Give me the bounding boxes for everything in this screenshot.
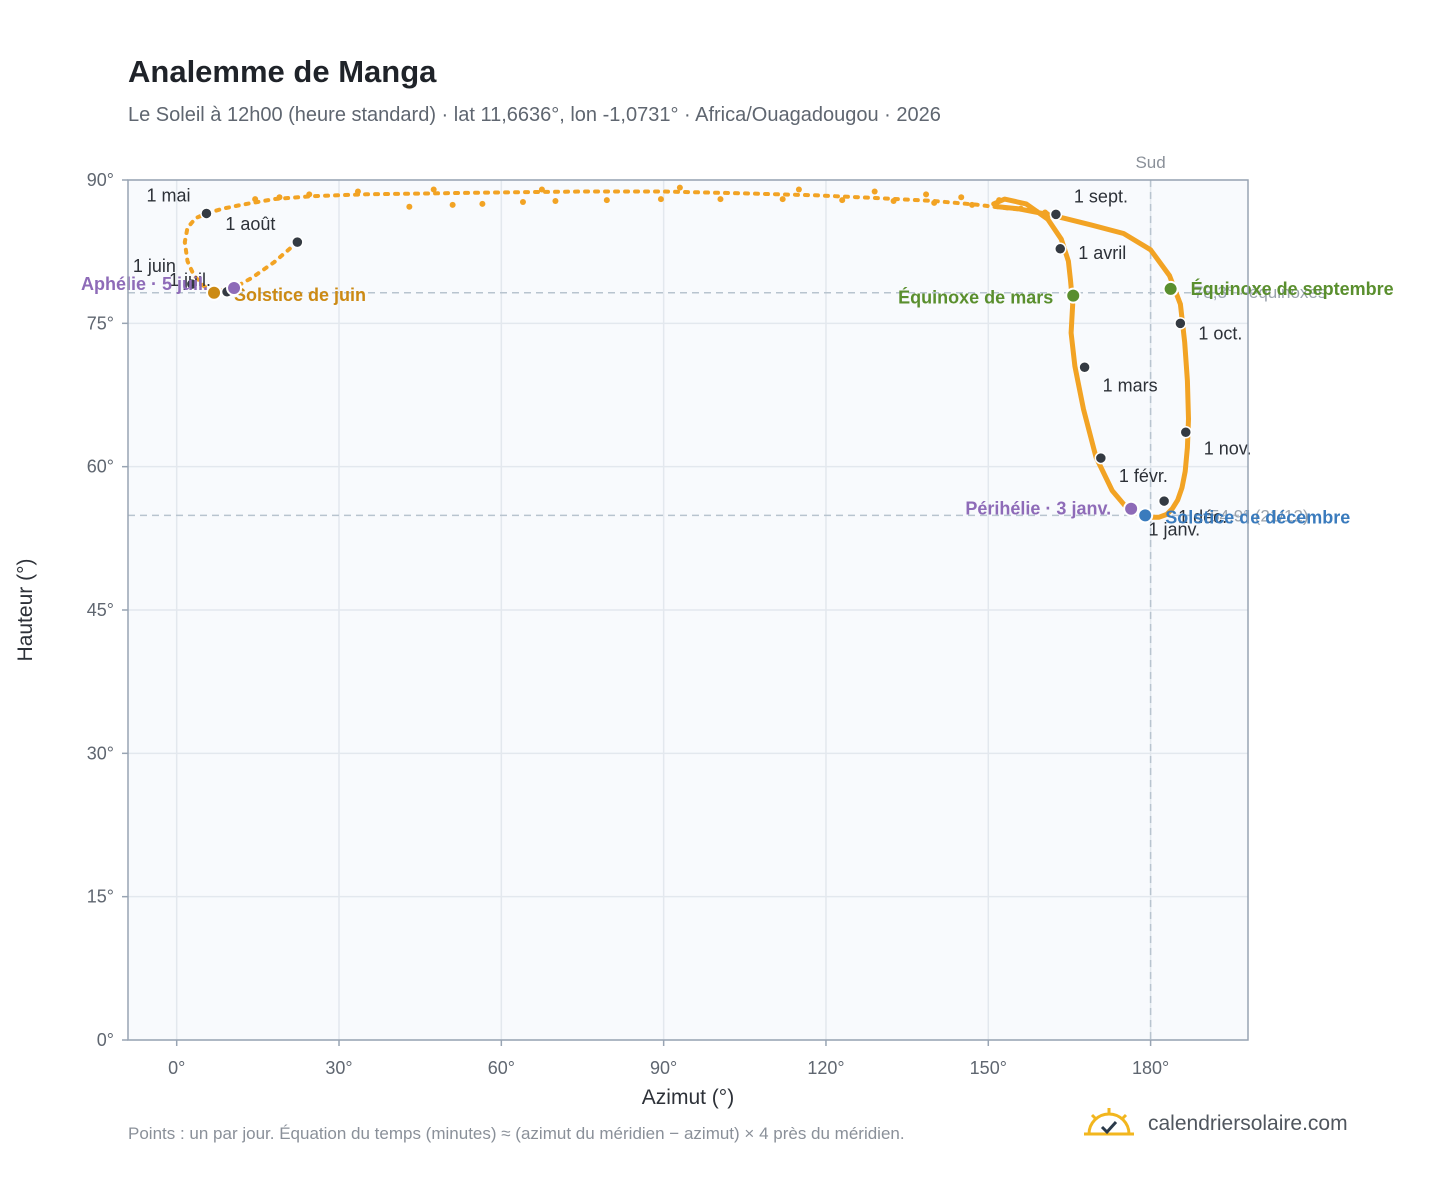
month-label: 1 nov. bbox=[1204, 438, 1252, 458]
guide-annotation: 78,3° · équinoxes bbox=[1194, 283, 1327, 302]
y-tick-label: 60° bbox=[87, 457, 114, 477]
daily-point bbox=[552, 198, 559, 205]
month-label: 1 mai bbox=[146, 185, 190, 205]
x-axis-label: Azimut (°) bbox=[642, 1086, 734, 1109]
month-label: 1 janv. bbox=[1148, 519, 1200, 539]
month-label: 1 août bbox=[225, 214, 275, 234]
x-tick-label: 120° bbox=[807, 1058, 844, 1078]
month-label: 1 mars bbox=[1103, 375, 1158, 395]
month-marker bbox=[1049, 208, 1063, 221]
daily-point bbox=[519, 198, 526, 205]
event-markers: Équinoxe de mars Équinoxe de septembre Sol… bbox=[81, 274, 1394, 527]
y-tick-label: 45° bbox=[87, 600, 114, 620]
daily-point bbox=[1042, 209, 1049, 216]
daily-point bbox=[1017, 205, 1024, 212]
daily-point bbox=[603, 197, 610, 204]
chart-title: Analemme de Manga bbox=[128, 54, 437, 89]
chart-subtitle: Le Soleil à 12h00 (heure standard) · lat… bbox=[128, 104, 941, 126]
month-marker bbox=[291, 235, 304, 249]
daily-point bbox=[839, 197, 846, 204]
grid-lines bbox=[128, 179, 1248, 1041]
y-tick-label: 75° bbox=[87, 313, 114, 333]
sparse-points bbox=[252, 184, 1049, 216]
event-label: Solstice de juin bbox=[234, 285, 366, 305]
daily-point bbox=[276, 194, 283, 201]
month-marker bbox=[1157, 494, 1171, 508]
sun-check-icon bbox=[1084, 1108, 1134, 1136]
event-label: Périhélie · 3 janv. bbox=[965, 499, 1111, 519]
daily-point bbox=[871, 188, 878, 195]
x-tick-label: 60° bbox=[488, 1058, 515, 1078]
event-marker bbox=[1137, 507, 1154, 524]
x-tick-label: 0° bbox=[168, 1058, 185, 1078]
y-tick-label: 30° bbox=[87, 743, 114, 763]
month-marker bbox=[1078, 361, 1091, 374]
daily-point bbox=[958, 194, 965, 201]
x-tick-label: 180° bbox=[1132, 1058, 1169, 1078]
event-label: Solstice de décembre bbox=[1165, 507, 1350, 527]
month-label: 1 déc. bbox=[1178, 507, 1227, 527]
guide-lines: Sud 78,3° · équinoxes 54,9° (21/12) bbox=[128, 153, 1326, 1040]
daily-point bbox=[657, 196, 664, 203]
daily-point bbox=[969, 201, 976, 208]
daily-point bbox=[479, 200, 486, 207]
plot-frame bbox=[127, 179, 1249, 1041]
month-marker bbox=[185, 277, 199, 291]
month-marker bbox=[1054, 242, 1067, 256]
daily-point bbox=[931, 199, 938, 206]
x-tick-label: 30° bbox=[325, 1058, 352, 1078]
month-marker bbox=[200, 207, 213, 220]
daily-point bbox=[538, 186, 545, 193]
brand[interactable]: calendriersolaire.com bbox=[1082, 1104, 1348, 1144]
month-marker bbox=[1174, 317, 1187, 330]
month-label: 1 sept. bbox=[1074, 186, 1128, 206]
daily-point bbox=[996, 197, 1003, 204]
guide-annotation: 54,9° (21/12) bbox=[1210, 506, 1308, 525]
x-tick-label: 150° bbox=[970, 1058, 1007, 1078]
y-tick-label: 0° bbox=[97, 1030, 114, 1050]
event-label: Équinoxe de mars bbox=[898, 287, 1053, 308]
y-tick-label: 15° bbox=[87, 887, 114, 907]
month-marker bbox=[1179, 426, 1193, 439]
event-marker bbox=[206, 284, 223, 301]
event-label: Équinoxe de septembre bbox=[1191, 278, 1394, 299]
month-label: 1 oct. bbox=[1198, 323, 1242, 343]
x-tick-label: 90° bbox=[650, 1058, 677, 1078]
daily-point bbox=[795, 186, 802, 193]
daily-point bbox=[406, 203, 413, 210]
month-label: 1 juin bbox=[133, 256, 176, 276]
daily-point bbox=[890, 198, 897, 205]
y-axis-label: Hauteur (°) bbox=[14, 559, 37, 662]
daily-point bbox=[449, 201, 456, 208]
daily-point bbox=[779, 196, 786, 203]
brand-text: calendriersolaire.com bbox=[1148, 1112, 1348, 1135]
daily-point bbox=[717, 196, 724, 203]
daily-point bbox=[676, 184, 683, 191]
daily-point bbox=[923, 191, 930, 198]
event-marker bbox=[1123, 500, 1140, 517]
event-marker bbox=[1065, 287, 1082, 304]
month-label: 1 juil. bbox=[169, 270, 211, 290]
meridian-label: Sud bbox=[1135, 153, 1165, 172]
month-label: 1 avril bbox=[1078, 243, 1126, 263]
daily-point bbox=[354, 188, 361, 195]
daily-point bbox=[252, 196, 259, 203]
month-marker bbox=[1094, 451, 1108, 465]
y-tick-label: 90° bbox=[87, 170, 114, 190]
event-marker bbox=[226, 279, 243, 296]
event-marker bbox=[1162, 280, 1179, 297]
event-label: Aphélie · 5 juil. bbox=[81, 274, 208, 294]
month-label: 1 févr. bbox=[1119, 466, 1168, 486]
daily-point bbox=[306, 191, 313, 198]
footnote: Points : un par jour. Équation du temps … bbox=[128, 1124, 905, 1143]
daily-point bbox=[430, 186, 437, 193]
axis-ticks: 0° 30° 60° 90° 120° 150° 180° 0° 15° 30° 45° 60° 75°… bbox=[87, 170, 1169, 1078]
